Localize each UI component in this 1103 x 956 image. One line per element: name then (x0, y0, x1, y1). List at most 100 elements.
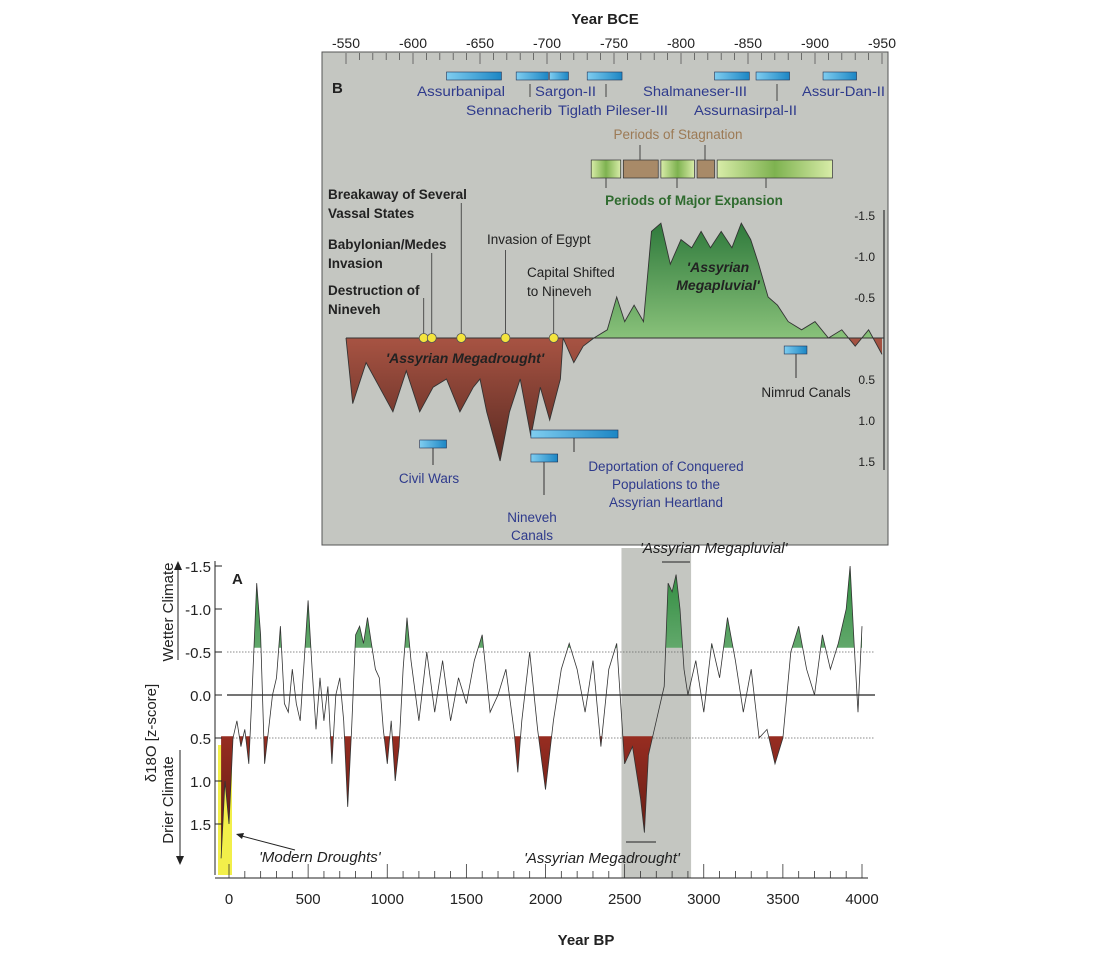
ruler-bar (515, 71, 549, 81)
series-line (220, 565, 863, 859)
ruler-label: Tiglath Pileser-III (558, 103, 668, 118)
x-tick-label: 3500 (766, 891, 799, 908)
y-tick-label: 0.0 (190, 688, 211, 705)
ruler-bar (549, 71, 569, 81)
event-label-line: Nineveh (328, 302, 381, 317)
panel-label: B (332, 80, 343, 97)
event-dot (500, 333, 511, 343)
event-bar-label-line: Civil Wars (399, 471, 459, 486)
event-label-line: Invasion of Egypt (487, 232, 591, 247)
y-tick-label: 1.0 (190, 774, 211, 791)
x-tick-label: -650 (466, 35, 494, 51)
pluvial-area (346, 223, 882, 338)
event-label-line: Destruction of (328, 283, 420, 298)
ruler-bar (822, 71, 857, 81)
event-bar-label-line: Nimrud Canals (761, 385, 851, 400)
x-tick-label: -900 (801, 35, 829, 51)
event-bar (419, 439, 447, 449)
ruler-label: Sennacherib (466, 103, 552, 118)
x-tick-label: -950 (868, 35, 896, 51)
ruler-bar (446, 71, 502, 81)
period-bar-stagnation (696, 159, 715, 179)
event-bar-label: Deportation of Conquered Populations to t… (588, 459, 743, 510)
x-tick-label: 0 (225, 891, 233, 908)
ruler-label: Assurbanipal (417, 84, 505, 99)
annotation-arrow (237, 834, 296, 851)
event-label: Breakaway of Several Vassal States (328, 187, 467, 221)
x-tick-label: 3000 (687, 891, 720, 908)
event-label: Destruction of Nineveh (328, 283, 420, 317)
period-bar-expansion (660, 159, 695, 179)
drier-label: Drier Climate (160, 756, 177, 844)
megadrought-label: 'Assyrian Megadrought' (386, 350, 545, 366)
ruler-label: Assur-Dan-II (802, 84, 885, 99)
x-tick-label: 4000 (845, 891, 878, 908)
y-tick-label: -1.5 (185, 559, 211, 576)
x-tick-label: -800 (667, 35, 695, 51)
event-bar-label-line: Canals (511, 528, 553, 543)
stagnation-title: Periods of Stagnation (613, 127, 742, 142)
drought-fill (221, 736, 784, 859)
megapluvial-label: 'Assyrian Megapluvial' (676, 259, 760, 293)
y-tick-label: 0.5 (190, 731, 211, 748)
event-bar (530, 429, 619, 439)
megapluvial-label-line: 'Assyrian (687, 259, 749, 275)
y-tick-label: 0.5 (858, 373, 875, 387)
ruler-bar (586, 71, 623, 81)
drought-area (346, 338, 882, 461)
y-tick-label: -0.5 (854, 291, 875, 305)
event-bar (783, 345, 808, 355)
ruler-label: Assurnasirpal-II (694, 103, 797, 118)
x-tick-label: 1500 (450, 891, 483, 908)
shaded-region (621, 548, 692, 878)
y-tick-label: -1.5 (854, 209, 875, 223)
wetter-label: Wetter Climate (160, 563, 177, 662)
x-tick-label: -850 (734, 35, 762, 51)
event-label-line: Breakaway of Several (328, 187, 467, 202)
modern-droughts-label: 'Modern Droughts' (259, 849, 382, 866)
panel-b-background (321, 51, 889, 546)
event-bar-label: Civil Wars (399, 471, 459, 486)
x-tick-label: -750 (600, 35, 628, 51)
event-dot (456, 333, 467, 343)
arrow-head (174, 561, 182, 570)
y-tick-label: 1.5 (190, 817, 211, 834)
event-bar-label: Nineveh Canals (507, 510, 557, 543)
x-axis-title: Year BP (558, 932, 615, 949)
y-tick-label: 1.0 (858, 414, 875, 428)
x-axis-title: Year BCE (571, 11, 639, 28)
x-tick-label: -550 (332, 35, 360, 51)
event-label: Invasion of Egypt (487, 232, 591, 247)
event-label: Babylonian/Medes Invasion (328, 237, 447, 271)
event-label: Capital Shifted to Nineveh (527, 265, 615, 299)
ruler-label: Sargon-II (535, 84, 596, 99)
y-tick-label: -1.0 (185, 602, 211, 619)
panel-label: A (232, 571, 243, 588)
y-tick-label: -0.5 (185, 645, 211, 662)
panel-a: -1.5 -1.0 -0.5 0.0 0.5 1.0 1.5 0 500 1000 1500 2000… (143, 540, 879, 949)
event-bar-label: Nimrud Canals (761, 385, 851, 400)
event-bar (530, 453, 559, 463)
x-tick-label: -600 (399, 35, 427, 51)
megapluvial-label-line: Megapluvial' (676, 277, 760, 293)
series-line (345, 222, 883, 462)
arrow-head (176, 856, 184, 865)
period-bar-expansion (590, 159, 622, 179)
event-label-line: Capital Shifted (527, 265, 615, 280)
y-tick-label: -1.0 (854, 250, 875, 264)
ruler-bar (714, 71, 750, 81)
x-tick-label: 2000 (529, 891, 562, 908)
event-bar-label-line: Deportation of Conquered (588, 459, 743, 474)
event-label-line: Vassal States (328, 206, 414, 221)
event-label-line: Invasion (328, 256, 383, 271)
event-label-line: to Nineveh (527, 284, 592, 299)
event-label-line: Babylonian/Medes (328, 237, 447, 252)
x-tick-label: -700 (533, 35, 561, 51)
period-bar-expansion (716, 159, 833, 179)
x-tick-label: 2500 (608, 891, 641, 908)
panel-b: Year BCE -550 -600 -650 -700 -750 -800 -850 -900… (321, 11, 896, 546)
expansion-title: Periods of Major Expansion (605, 193, 783, 208)
period-bar-stagnation (623, 159, 659, 179)
arrow-head (236, 833, 244, 839)
